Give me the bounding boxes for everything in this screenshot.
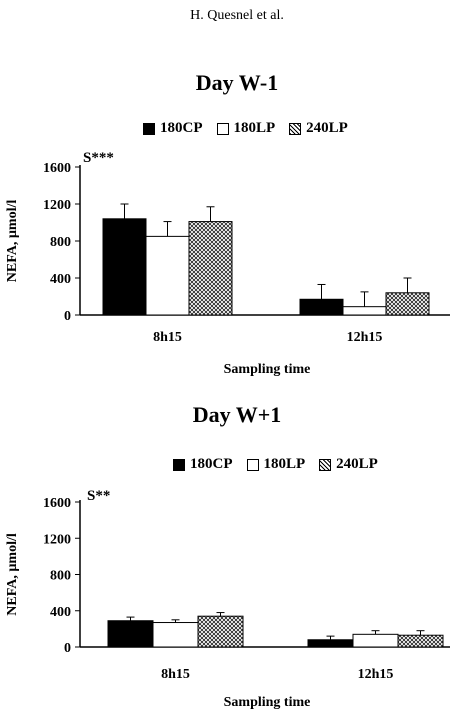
bar xyxy=(299,298,344,316)
x-tick-label: 8h15 xyxy=(161,667,190,682)
legend-label: 180LP xyxy=(233,120,276,136)
bar-chart-day-w-minus-1: 0 400 800 1200 1600 NEFA, µmol/l S*** 8h15 12h15… xyxy=(5,150,450,377)
legend-swatch-solid xyxy=(143,122,155,135)
bar xyxy=(145,235,190,316)
bar xyxy=(307,639,354,648)
y-tick-label: 1600 xyxy=(43,496,71,511)
chart-title-day-w-plus-1: Day W+1 xyxy=(192,402,282,427)
legend-swatch-crosshatch xyxy=(289,122,302,135)
y-tick-label: 0 xyxy=(64,641,71,656)
bar xyxy=(352,633,399,648)
bar-chart-day-w-plus-1: 0 400 800 1200 1600 NEFA, µmol/l S** 8h15 12h15 S… xyxy=(5,488,450,710)
y-axis-label: NEFA, µmol/l xyxy=(5,533,20,616)
running-head: H. Quesnel et al. xyxy=(190,8,284,23)
bar xyxy=(385,292,430,316)
bar xyxy=(397,634,444,648)
y-tick-label: 400 xyxy=(50,605,71,620)
y-tick-label: 0 xyxy=(64,309,71,324)
legend-item: 180CP xyxy=(173,456,233,473)
y-tick-label: 800 xyxy=(50,569,71,584)
legend-swatch-open xyxy=(216,122,229,135)
significance-annotation: S** xyxy=(87,488,110,504)
legend-label: 240LP xyxy=(306,120,348,136)
bar xyxy=(197,615,244,648)
legend-label: 240LP xyxy=(336,456,378,472)
legend-swatch-crosshatch xyxy=(319,458,332,471)
y-tick-label: 400 xyxy=(50,272,71,287)
x-axis-label: Sampling time xyxy=(224,695,311,710)
significance-annotation: S*** xyxy=(83,150,114,166)
y-tick-label: 1200 xyxy=(43,198,71,213)
x-tick-label: 12h15 xyxy=(347,330,383,345)
chart-title-day-w-minus-1: Day W-1 xyxy=(195,70,279,95)
legend-item: 240LP xyxy=(319,456,378,473)
legend-label: 180CP xyxy=(160,120,203,136)
legend-item: 180CP xyxy=(143,120,203,137)
legend-chart-1: 180CP 180LP 240LP xyxy=(143,120,362,137)
legend-item: 180LP xyxy=(246,456,306,473)
x-tick-label: 8h15 xyxy=(153,330,182,345)
y-tick-label: 1600 xyxy=(43,161,71,176)
y-axis-label: NEFA, µmol/l xyxy=(5,200,20,283)
bar xyxy=(107,620,154,648)
bar xyxy=(342,306,387,316)
y-tick-label: 800 xyxy=(50,235,71,250)
legend-item: 240LP xyxy=(289,120,348,137)
bar xyxy=(102,218,147,316)
bar xyxy=(188,221,233,316)
legend-label: 180CP xyxy=(190,456,233,472)
legend-chart-2: 180CP 180LP 240LP xyxy=(173,456,392,473)
x-axis-label: Sampling time xyxy=(224,362,311,377)
bar xyxy=(152,622,199,648)
legend-item: 180LP xyxy=(216,120,276,137)
y-tick-label: 1200 xyxy=(43,532,71,547)
x-tick-label: 12h15 xyxy=(358,667,394,682)
legend-swatch-solid xyxy=(173,458,185,471)
legend-swatch-open xyxy=(246,458,259,471)
legend-label: 180LP xyxy=(263,456,306,472)
